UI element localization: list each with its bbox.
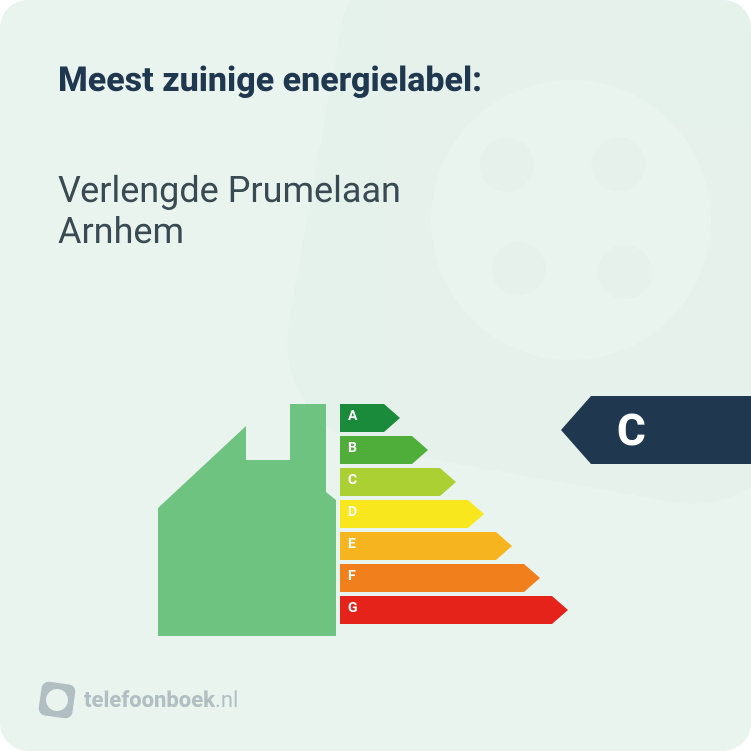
bar-label: D (348, 504, 357, 520)
rating-letter: C (561, 404, 668, 456)
bar-label: E (348, 536, 356, 552)
bar-label: B (348, 440, 357, 456)
bar-label: G (348, 600, 358, 616)
subtitle-line-2: Arnhem (58, 211, 401, 252)
bar-arrow-shape (340, 468, 456, 496)
watermark-disc (409, 58, 733, 382)
footer-logo-disc (45, 688, 70, 713)
footer-brand-bold: telefoonboek (84, 688, 215, 713)
bar-arrow-shape (340, 500, 484, 528)
card-subtitle: Verlengde Prumelaan Arnhem (58, 170, 401, 253)
watermark-hole (593, 241, 656, 304)
footer-brand-light: .nl (215, 688, 238, 713)
bar-arrow-shape (340, 564, 540, 592)
bar-label: F (348, 568, 356, 584)
footer-brand: telefoonboek.nl (40, 683, 238, 717)
bar-label: C (348, 472, 357, 488)
card-title: Meest zuinige energielabel: (58, 60, 482, 100)
watermark-hole (475, 134, 538, 197)
watermark-hole (587, 133, 650, 196)
subtitle-line-1: Verlengde Prumelaan (58, 170, 401, 211)
energy-label-card: Meest zuinige energielabel: Verlengde Pr… (0, 0, 751, 751)
bar-arrow-shape (340, 532, 512, 560)
footer-brand-text: telefoonboek.nl (84, 688, 238, 713)
house-icon (150, 404, 340, 636)
bar-label: A (348, 408, 357, 424)
footer-logo-icon (38, 681, 76, 719)
bar-arrow-shape (340, 596, 568, 624)
rating-callout: C (561, 396, 751, 464)
watermark-hole (487, 237, 550, 300)
